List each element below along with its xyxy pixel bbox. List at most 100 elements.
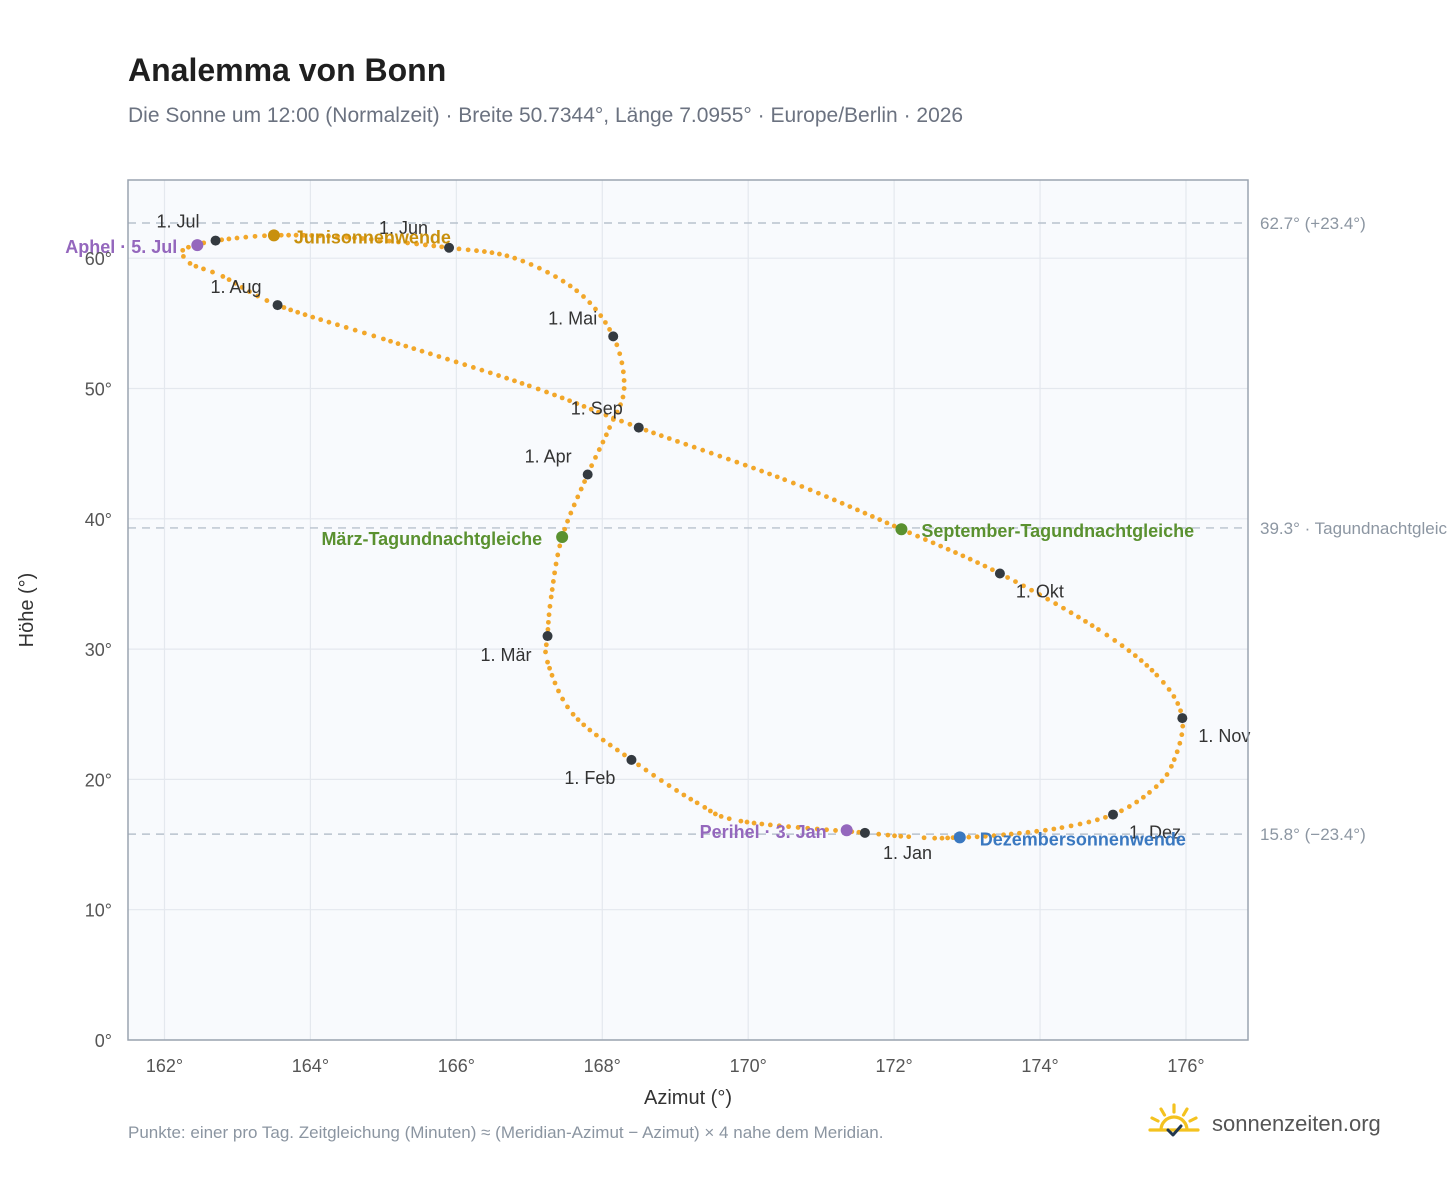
curve-dot	[543, 649, 548, 655]
curve-dot	[643, 427, 649, 433]
curve-dot	[344, 234, 350, 240]
curve-dot	[1037, 592, 1043, 598]
month-marker	[542, 631, 553, 642]
curve-dot	[1119, 643, 1125, 649]
x-tick-label: 168°	[584, 1056, 621, 1076]
month-marker	[582, 469, 593, 480]
curve-dot	[581, 404, 587, 409]
curve-dot	[932, 835, 938, 841]
event-marker	[267, 229, 280, 242]
curve-dot	[335, 234, 340, 240]
event-label: Junisonnenwende	[294, 227, 451, 247]
curve-dot	[286, 232, 292, 238]
brand-logo[interactable]: sonnenzeiten.org	[1148, 1102, 1381, 1146]
curve-dot	[526, 383, 532, 389]
curve-dot	[930, 540, 936, 546]
curve-dot	[738, 818, 744, 824]
month-marker	[994, 568, 1005, 579]
curve-dot	[1001, 832, 1006, 838]
curve-dot	[545, 627, 551, 632]
curve-dot	[371, 333, 377, 339]
curve-dot	[621, 386, 627, 391]
x-tick-label: 172°	[876, 1056, 913, 1076]
curve-dot	[255, 293, 260, 299]
curve-dot	[549, 672, 555, 678]
month-markers: 1. Jan 1. Feb 1. Mär 1. Apr 1. Mai 1. Jun 1. J…	[157, 212, 1251, 863]
curve-dot	[877, 517, 883, 523]
month-marker	[859, 827, 870, 838]
curve-dot	[666, 436, 672, 441]
event-label: September-Tagundnachtgleiche	[921, 521, 1194, 541]
curve-dot	[233, 280, 238, 286]
event-label: Dezembersonnenwende	[980, 829, 1186, 849]
curve-dot	[1059, 825, 1065, 831]
curve-dot	[805, 825, 811, 831]
curve-dot	[553, 561, 559, 567]
curve-dot	[603, 432, 609, 438]
event-label: Aphel · 5. Jul	[65, 237, 177, 257]
curve-dot	[767, 822, 773, 828]
month-marker	[210, 235, 221, 246]
curve-dot	[1016, 830, 1022, 836]
curve-dot	[1068, 610, 1074, 616]
curve-dot	[487, 370, 493, 376]
curve-dot	[906, 834, 912, 840]
curve-dot	[226, 236, 232, 242]
curve-dot	[545, 659, 550, 665]
curve-dot	[326, 319, 332, 325]
curve-dot	[885, 832, 891, 838]
chart-subtitle: Die Sonne um 12:00 (Normalzeit) · Breite…	[128, 104, 964, 127]
curve-dot	[552, 680, 558, 686]
month-label: 1. Apr	[525, 446, 572, 466]
reference-lines: 62.7° (+23.4°) 39.3° · Tagundnachtgleiche…	[128, 214, 1448, 844]
curve-dot	[1119, 808, 1124, 814]
curve-dot	[512, 255, 518, 261]
curve-dot	[799, 484, 805, 489]
curve-dot	[945, 835, 951, 841]
curve-dot	[622, 752, 627, 758]
curve-dot	[545, 619, 551, 625]
curve-dot	[497, 251, 502, 257]
curve-dot	[891, 523, 897, 529]
curve-dot	[1153, 784, 1159, 790]
curve-dot	[549, 587, 555, 592]
curve-dot	[620, 369, 626, 375]
curve-dot	[898, 833, 904, 839]
month-label: 1. Sep	[571, 399, 623, 419]
curve-dot	[1034, 828, 1040, 834]
curve-dot	[839, 500, 845, 506]
curve-dot	[619, 418, 624, 424]
curve-dot	[1094, 817, 1100, 823]
y-tick-label: 10°	[85, 901, 112, 921]
x-tick-label: 174°	[1021, 1056, 1058, 1076]
curve-dot	[427, 351, 433, 357]
curve-dot	[567, 398, 572, 404]
curve-dot	[786, 824, 791, 830]
curve-dot	[1126, 804, 1132, 809]
curve-dot	[504, 375, 510, 381]
curve-dot	[520, 258, 526, 264]
curve-dot	[611, 415, 616, 421]
curve-dot	[726, 816, 732, 822]
curve-dot	[991, 833, 997, 839]
month-marker	[444, 242, 455, 253]
curve-dot	[1164, 772, 1170, 777]
curve-dot	[1021, 583, 1026, 589]
curve-dot	[544, 389, 549, 395]
curve-dot	[602, 320, 608, 325]
curve-dot	[751, 820, 757, 826]
month-label: 1. Okt	[1016, 582, 1064, 602]
curve-dot	[581, 294, 586, 299]
curve-dot	[414, 241, 420, 247]
curve-dot	[1126, 648, 1132, 654]
reference-line-label: 62.7° (+23.4°)	[1260, 214, 1366, 233]
x-tick-label: 170°	[730, 1056, 767, 1076]
month-label: 1. Nov	[1198, 726, 1250, 746]
curve-dot	[814, 826, 820, 832]
event-marker	[953, 831, 966, 844]
curve-dot	[574, 288, 580, 294]
curve-dot	[938, 543, 944, 549]
curve-dot	[1068, 823, 1074, 829]
x-tick-label: 164°	[292, 1056, 329, 1076]
event-marker	[840, 824, 853, 837]
